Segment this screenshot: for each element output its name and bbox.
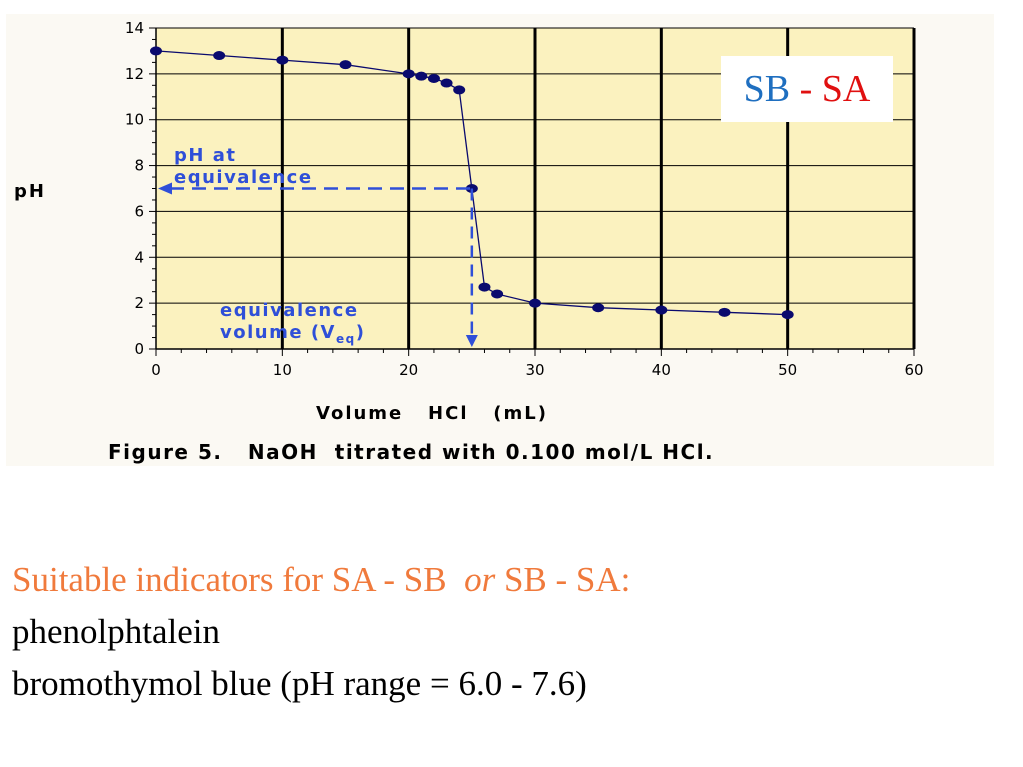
heading-part-1: Suitable indicators for SA - SB: [12, 560, 465, 599]
figure-caption: Figure 5. NaOH titrated with 0.100 mol/L…: [108, 440, 714, 464]
x-axis-title: Volume HCl (mL): [316, 403, 548, 424]
data-point: [402, 69, 415, 79]
grid: [156, 27, 916, 349]
x-tick-label: 50: [778, 361, 797, 379]
y-tick-label: 0: [134, 340, 144, 358]
x-tick-label: 0: [151, 361, 161, 379]
axes: 0 2 4 6 8 10 12 14 0 10 20 30 40 50 60: [125, 19, 924, 379]
y-tick-label: 14: [125, 19, 144, 37]
ph-at-equivalence-label-line1: pH at: [174, 145, 236, 166]
data-point: [440, 78, 453, 88]
equivalence-volume-label-line2: volume (Veq): [220, 322, 365, 346]
data-point: [150, 46, 162, 56]
veq-prefix: volume (V: [220, 322, 336, 343]
data-point: [718, 307, 731, 317]
y-tick-label: 8: [134, 157, 144, 175]
heading-or: or: [464, 560, 496, 599]
data-point: [491, 289, 504, 299]
legend-box: SB - SA: [721, 56, 893, 122]
data-point: [339, 60, 352, 70]
heading-part-2: SB - SA:: [495, 560, 631, 599]
indicator-phenolphtalein: phenolphtalein: [12, 612, 221, 651]
legend-sa: SA: [821, 68, 871, 110]
data-point: [427, 73, 440, 83]
titration-curve: [150, 46, 794, 320]
data-point: [415, 71, 428, 81]
data-point: [655, 305, 668, 315]
equivalence-annotations: [158, 182, 478, 347]
legend-sb: SB: [743, 68, 791, 110]
x-tick-label: 60: [904, 361, 923, 379]
y-tick-label: 6: [134, 202, 144, 220]
indicator-notes: Suitable indicators for SA - SB or SB - …: [12, 554, 630, 710]
titration-figure: 0 2 4 6 8 10 12 14 0 10 20 30 40 50 60 pH Volume HCl (…: [6, 14, 994, 466]
data-point: [213, 51, 226, 61]
volume-arrowhead: [465, 335, 478, 347]
data-point: [478, 282, 491, 292]
equivalence-volume-label-line1: equivalence: [220, 300, 359, 321]
y-tick-label: 12: [125, 65, 144, 83]
x-tick-label: 40: [652, 361, 671, 379]
y-tick-label: 2: [134, 294, 144, 312]
data-point: [453, 85, 466, 95]
data-point: [781, 310, 794, 320]
x-tick-label: 30: [525, 361, 544, 379]
x-tick-label: 20: [399, 361, 418, 379]
veq-suffix: ): [356, 322, 366, 343]
y-tick-label: 10: [125, 111, 144, 129]
y-axis-title: pH: [14, 181, 46, 202]
data-point: [592, 303, 605, 313]
legend-dash: -: [790, 68, 822, 110]
y-tick-label: 4: [134, 248, 144, 266]
veq-subscript: eq: [336, 332, 356, 346]
data-point: [529, 298, 541, 308]
data-point: [276, 55, 289, 65]
ph-arrowhead: [158, 182, 172, 195]
ph-at-equivalence-label-line2: equivalence: [174, 167, 313, 188]
indicator-heading: Suitable indicators for SA - SB or SB - …: [12, 554, 630, 606]
indicator-bromothymol-blue: bromothymol blue (pH range = 6.0 - 7.6): [12, 664, 587, 703]
x-tick-label: 10: [273, 361, 292, 379]
